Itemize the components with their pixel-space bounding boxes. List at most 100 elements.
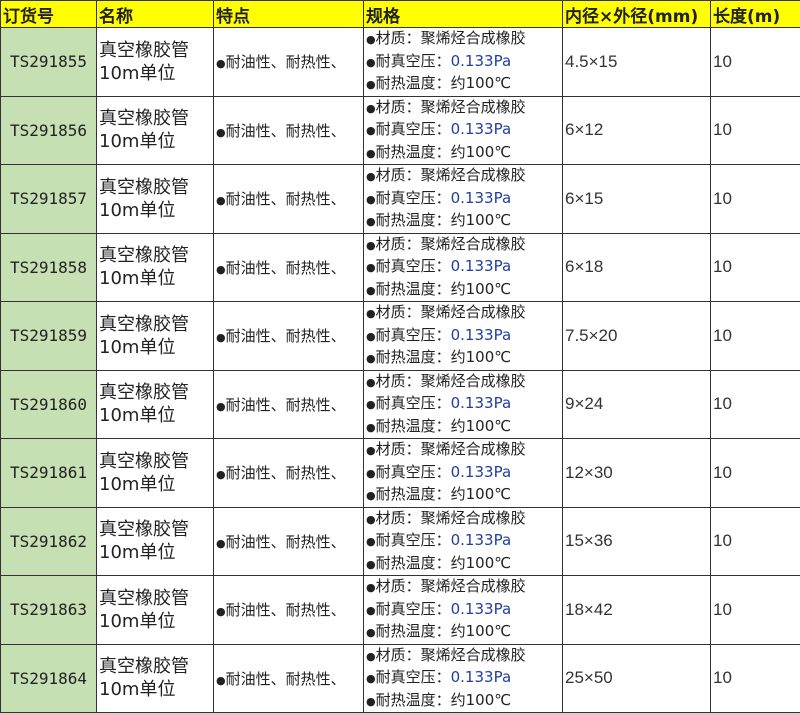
material-value: 聚烯烃合成橡胶 (421, 577, 526, 595)
vacuum-value: 0.133Pa (451, 326, 512, 344)
temp-value: 约100℃ (451, 622, 511, 640)
material-value: 聚烯烃合成橡胶 (421, 372, 526, 390)
feature-text: 耐油性、耐热性、 (226, 259, 346, 277)
name-line2: 10m单位 (99, 200, 175, 221)
header-row: 订货号 名称 特点 规格 内径×外径(mm) 长度(m) (1, 1, 800, 28)
temp-value: 约100℃ (451, 691, 511, 709)
vacuum-value: 0.133Pa (451, 189, 512, 207)
material-value: 聚烯烃合成橡胶 (421, 440, 526, 458)
name-line2: 10m单位 (99, 131, 175, 152)
temp-value: 约100℃ (451, 485, 511, 503)
size-cell: 9×24 (563, 370, 711, 439)
temp-label: 耐热温度： (376, 417, 451, 435)
size-cell: 4.5×15 (563, 28, 711, 97)
vacuum-label: 耐真空压： (376, 531, 451, 549)
vacuum-label: 耐真空压： (376, 600, 451, 618)
vacuum-value: 0.133Pa (451, 120, 512, 138)
vacuum-value: 0.133Pa (451, 600, 512, 618)
bullet-icon: ● (216, 194, 226, 207)
temp-label: 耐热温度： (376, 211, 451, 229)
material-value: 聚烯烃合成橡胶 (421, 98, 526, 116)
length-cell: 10 (711, 576, 800, 645)
bullet-icon: ● (366, 489, 376, 502)
bullet-icon: ● (366, 193, 376, 206)
name-line1: 真空橡胶管 (99, 451, 189, 472)
bullet-icon: ● (366, 215, 376, 228)
bullet-icon: ● (366, 581, 376, 594)
bullet-icon: ● (366, 330, 376, 343)
header-length: 长度(m) (711, 1, 800, 28)
spec-cell: ●材质：聚烯烃合成橡胶 ●耐真空压：0.133Pa ●耐热温度：约100℃ (364, 370, 563, 439)
name-line1: 真空橡胶管 (99, 108, 189, 129)
size-cell: 15×36 (563, 507, 711, 576)
size-cell: 6×12 (563, 96, 711, 165)
feature-text: 耐油性、耐热性、 (226, 396, 346, 414)
spec-cell: ●材质：聚烯烃合成橡胶 ●耐真空压：0.133Pa ●耐热温度：约100℃ (364, 165, 563, 234)
bullet-icon: ● (216, 674, 226, 687)
bullet-icon: ● (216, 537, 226, 550)
name-line2: 10m单位 (99, 679, 175, 700)
bullet-icon: ● (216, 57, 226, 70)
feature-cell: ●耐油性、耐热性、 (214, 28, 364, 97)
order-code: TS291859 (1, 302, 97, 371)
material-label: 材质： (376, 509, 421, 527)
vacuum-label: 耐真空压： (376, 463, 451, 481)
material-label: 材质： (376, 646, 421, 664)
name-line2: 10m单位 (99, 405, 175, 426)
material-value: 聚烯烃合成橡胶 (421, 303, 526, 321)
temp-value: 约100℃ (451, 74, 511, 92)
bullet-icon: ● (366, 672, 376, 685)
feature-cell: ●耐油性、耐热性、 (214, 576, 364, 645)
header-code: 订货号 (1, 1, 97, 28)
bullet-icon: ● (366, 650, 376, 663)
name-line1: 真空橡胶管 (99, 588, 189, 609)
feature-cell: ●耐油性、耐热性、 (214, 507, 364, 576)
vacuum-label: 耐真空压： (376, 326, 451, 344)
spec-cell: ●材质：聚烯烃合成橡胶 ●耐真空压：0.133Pa ●耐热温度：约100℃ (364, 507, 563, 576)
size-cell: 6×15 (563, 165, 711, 234)
name-line2: 10m单位 (99, 63, 175, 84)
temp-value: 约100℃ (451, 348, 511, 366)
feature-cell: ●耐油性、耐热性、 (214, 370, 364, 439)
bullet-icon: ● (366, 102, 376, 115)
spec-cell: ●材质：聚烯烃合成橡胶 ●耐真空压：0.133Pa ●耐热温度：约100℃ (364, 439, 563, 508)
vacuum-value: 0.133Pa (451, 531, 512, 549)
feature-cell: ●耐油性、耐热性、 (214, 96, 364, 165)
order-code: TS291857 (1, 165, 97, 234)
name-line1: 真空橡胶管 (99, 177, 189, 198)
vacuum-label: 耐真空压： (376, 189, 451, 207)
length-cell: 10 (711, 165, 800, 234)
bullet-icon: ● (216, 605, 226, 618)
material-label: 材质： (376, 29, 421, 47)
feature-cell: ●耐油性、耐热性、 (214, 165, 364, 234)
material-label: 材质： (376, 235, 421, 253)
bullet-icon: ● (366, 78, 376, 91)
size-cell: 6×18 (563, 233, 711, 302)
bullet-icon: ● (366, 376, 376, 389)
temp-value: 约100℃ (451, 554, 511, 572)
header-name: 名称 (97, 1, 214, 28)
feature-text: 耐油性、耐热性、 (226, 190, 346, 208)
vacuum-value: 0.133Pa (451, 463, 512, 481)
name-line2: 10m单位 (99, 268, 175, 289)
order-code: TS291858 (1, 233, 97, 302)
material-value: 聚烯烃合成橡胶 (421, 235, 526, 253)
bullet-icon: ● (366, 147, 376, 160)
vacuum-label: 耐真空压： (376, 257, 451, 275)
temp-label: 耐热温度： (376, 74, 451, 92)
temp-label: 耐热温度： (376, 143, 451, 161)
bullet-icon: ● (366, 261, 376, 274)
length-cell: 10 (711, 302, 800, 371)
temp-label: 耐热温度： (376, 622, 451, 640)
temp-value: 约100℃ (451, 417, 511, 435)
vacuum-label: 耐真空压： (376, 120, 451, 138)
